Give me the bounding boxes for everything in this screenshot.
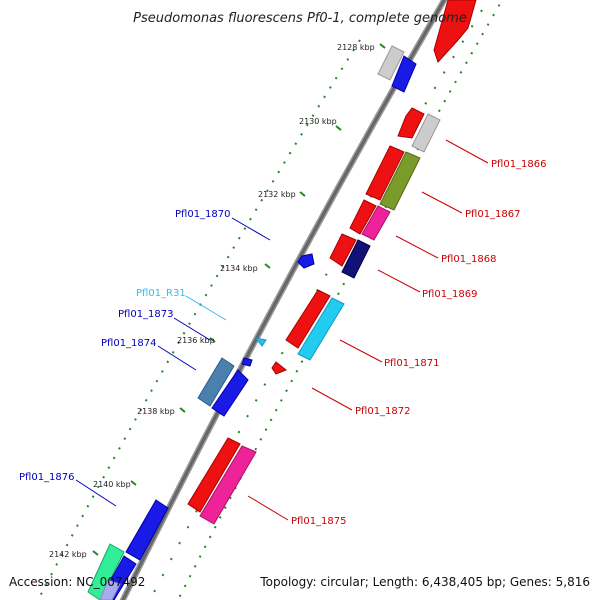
map-title: Pseudomonas fluorescens Pf0-1, complete … (133, 11, 467, 26)
tick-label: 2140 kbp (93, 480, 131, 489)
tick-label: 2138 kbp (137, 407, 175, 416)
forward-strand-genes (187, 0, 477, 525)
gene-pfl01-1866[interactable] (411, 113, 441, 153)
gene-top-red[interactable] (433, 0, 477, 63)
gene-label[interactable]: Pfl01_R31 (136, 288, 186, 299)
gene-pfl01-1873[interactable] (241, 357, 253, 367)
tick-track-inner (37, 39, 361, 600)
gene-mint[interactable] (87, 543, 125, 600)
gene-pfl01-1869[interactable] (341, 239, 371, 279)
gene-label[interactable]: Pfl01_1875 (291, 516, 347, 527)
tick-labels: 2128 kbp 2130 kbp 2132 kbp 2134 kbp 2136… (49, 43, 375, 559)
gene-pfl01-1866-red[interactable] (397, 107, 425, 139)
gene-pfl01-1868-red[interactable] (349, 199, 377, 235)
tick-track-outer (177, 0, 504, 600)
gene-pfl01-1869-red[interactable] (329, 233, 357, 267)
tick-label: 2142 kbp (49, 550, 87, 559)
gene-pfl01-1876[interactable] (125, 499, 169, 561)
topology-text: Topology: circular; Length: 6,438,405 bp… (259, 575, 590, 589)
gene-pfl01-1867-red[interactable] (365, 145, 405, 201)
tick-label: 2130 kbp (299, 117, 337, 126)
gene-lavender[interactable] (99, 579, 121, 600)
gene-pfl01-1874[interactable] (197, 357, 235, 407)
gene-label[interactable]: Pfl01_1871 (384, 358, 440, 369)
tick-label: 2136 kbp (177, 336, 215, 345)
gene-label[interactable]: Pfl01_1872 (355, 406, 411, 417)
gene-pfl01-1872[interactable] (271, 361, 287, 375)
gene-label[interactable]: Pfl01_1869 (422, 289, 478, 300)
gene-pfl01-1871-red[interactable] (285, 289, 331, 349)
gene-pfl01-1874-blue[interactable] (211, 369, 249, 417)
gene-pfl01-1875[interactable] (199, 445, 257, 525)
gene-pfl01-1875-red[interactable] (187, 437, 241, 513)
gene-blue-top[interactable] (391, 55, 417, 93)
gene-pfl01-r31[interactable] (254, 337, 267, 347)
leader-lines (75, 139, 489, 521)
gene-label[interactable]: Pfl01_1873 (118, 309, 174, 320)
gene-pfl01-1868[interactable] (361, 205, 391, 241)
gene-label[interactable]: Pfl01_1870 (175, 209, 231, 220)
gene-label[interactable]: Pfl01_1874 (101, 338, 157, 349)
gene-label[interactable]: Pfl01_1876 (19, 472, 75, 483)
reverse-strand-genes (87, 45, 417, 600)
gene-pfl01-1871[interactable] (297, 297, 345, 361)
gene-label[interactable]: Pfl01_1866 (491, 159, 547, 170)
gene-label[interactable]: Pfl01_1867 (465, 209, 521, 220)
tick-label: 2134 kbp (220, 264, 258, 273)
tick-label: 2132 kbp (258, 190, 296, 199)
gene-pfl01-1867[interactable] (379, 151, 421, 211)
gene-pfl01-1870[interactable] (297, 253, 315, 269)
gene-grey-top[interactable] (377, 45, 405, 81)
accession-text: Accession: NC_007492 (9, 575, 145, 589)
gene-label[interactable]: Pfl01_1868 (441, 254, 497, 265)
tick-marks (92, 43, 386, 556)
gene-labels: Pfl01_1866 Pfl01_1867 Pfl01_1868 Pfl01_1… (19, 159, 547, 527)
tick-label: 2128 kbp (337, 43, 375, 52)
